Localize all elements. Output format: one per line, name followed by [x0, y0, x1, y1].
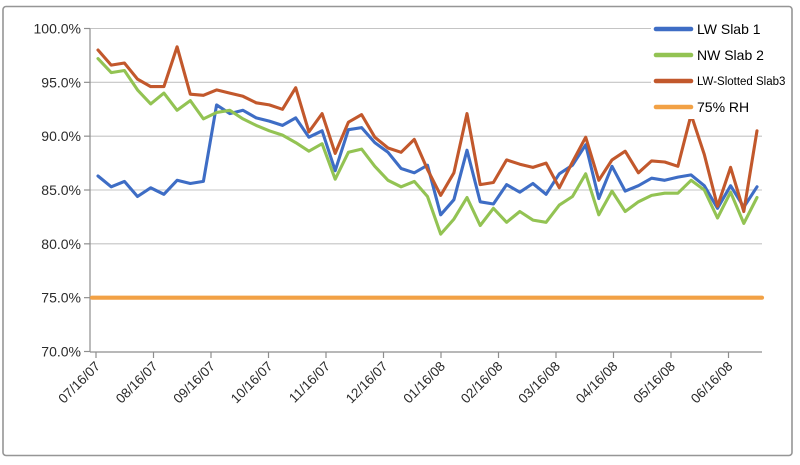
y-tick-label: 100.0% [34, 21, 81, 37]
legend-item-nw-slab-2[interactable]: NW Slab 2 [653, 47, 764, 63]
legend-label-lw-slab-1: LW Slab 1 [697, 21, 761, 37]
y-tick-label: 70.0% [41, 344, 81, 360]
y-tick-label: 95.0% [41, 74, 81, 90]
chart-legend: LW Slab 1 NW Slab 2 LW-Slotted Slab3 75% RH [651, 15, 790, 119]
chart-border [2, 5, 793, 457]
series-line-nw-slab-2[interactable] [96, 57, 759, 236]
legend-item-lw-slotted-slab3[interactable]: LW-Slotted Slab3 [653, 76, 785, 88]
legend-label-75-rh: 75% RH [697, 99, 749, 115]
legend-background [651, 15, 790, 119]
y-axis: 100.0% 95.0% 90.0% 85.0% 80.0% 75.0% 70.0% [34, 21, 91, 360]
series-line-lw-slotted-slab3[interactable] [96, 45, 759, 214]
y-tick-label: 85.0% [41, 182, 81, 198]
series-lines [89, 45, 765, 300]
y-tick-label: 80.0% [41, 236, 81, 252]
legend-item-75-rh[interactable]: 75% RH [653, 99, 749, 115]
series-line-lw-slab-1[interactable] [96, 103, 759, 217]
legend-label-lw-slotted-slab3: LW-Slotted Slab3 [697, 76, 785, 88]
legend-label-nw-slab-2: NW Slab 2 [697, 47, 764, 63]
legend-item-lw-slab-1[interactable]: LW Slab 1 [653, 21, 761, 37]
y-tick-label: 90.0% [41, 128, 81, 144]
y-tick-label: 75.0% [41, 290, 81, 306]
